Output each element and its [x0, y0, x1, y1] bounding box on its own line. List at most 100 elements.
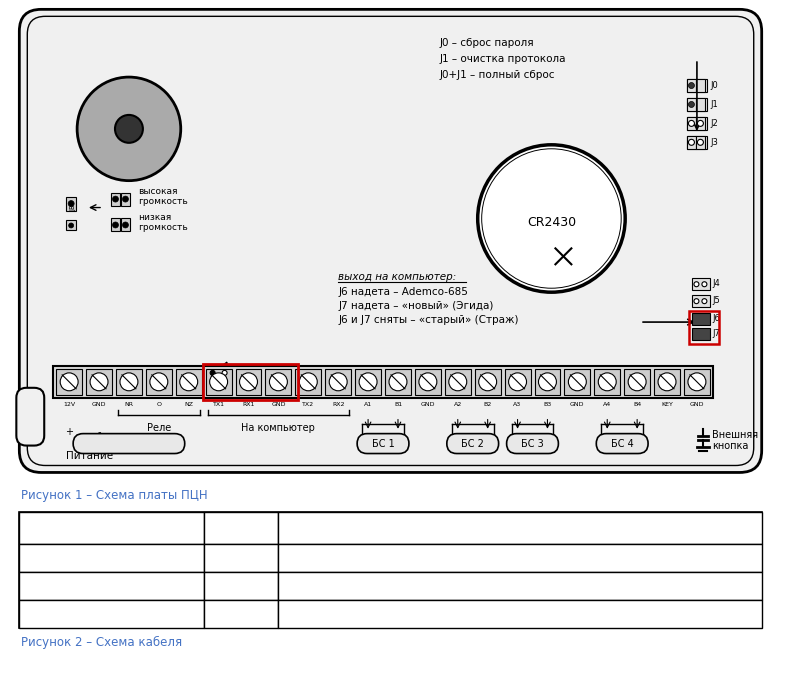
Bar — [204, 600, 279, 628]
Text: TX1: TX1 — [212, 402, 224, 407]
Bar — [696, 136, 705, 149]
Text: A2: A2 — [453, 402, 462, 407]
Circle shape — [115, 115, 143, 143]
Bar — [696, 79, 705, 92]
Text: Конт.3: Конт.3 — [498, 579, 542, 592]
Circle shape — [694, 282, 699, 287]
FancyBboxPatch shape — [357, 434, 409, 454]
Bar — [56, 369, 82, 395]
FancyBboxPatch shape — [447, 434, 499, 454]
Bar — [684, 369, 710, 395]
Circle shape — [508, 373, 527, 391]
Text: Разъем DB-9F (мама) на компьютер: Разъем DB-9F (мама) на компьютер — [391, 522, 649, 534]
Circle shape — [269, 373, 287, 391]
Bar — [687, 98, 707, 111]
Circle shape — [697, 120, 704, 126]
Circle shape — [598, 373, 616, 391]
Bar — [687, 136, 696, 149]
Text: B4: B4 — [633, 402, 641, 407]
Circle shape — [123, 196, 128, 202]
Circle shape — [658, 373, 676, 391]
Circle shape — [449, 373, 467, 391]
Bar — [20, 600, 204, 628]
Circle shape — [150, 373, 168, 391]
Circle shape — [329, 373, 347, 391]
Bar — [279, 600, 762, 628]
Bar — [203, 364, 298, 400]
Text: B2: B2 — [483, 402, 492, 407]
Circle shape — [299, 373, 317, 391]
Text: выход на компьютер:: выход на компьютер: — [338, 272, 456, 282]
Bar — [654, 369, 680, 395]
Text: GND: GND — [272, 402, 286, 407]
Circle shape — [113, 196, 119, 202]
Bar — [54, 366, 713, 398]
Bar — [687, 136, 707, 149]
Bar — [20, 572, 204, 600]
Bar — [279, 512, 762, 544]
Circle shape — [702, 299, 707, 304]
Text: Колодка ПЦН: Колодка ПЦН — [61, 522, 161, 534]
Text: На компьютер: На компьютер — [242, 423, 316, 432]
Circle shape — [688, 373, 706, 391]
Text: J7 надета – «новый» (Эгида): J7 надета – «новый» (Эгида) — [338, 301, 493, 311]
Text: B1: B1 — [394, 402, 402, 407]
Bar — [594, 369, 620, 395]
Bar — [696, 117, 705, 130]
Bar — [355, 369, 381, 395]
Circle shape — [179, 373, 198, 391]
Text: TX2: TX2 — [302, 402, 314, 407]
Text: J0: J0 — [710, 81, 718, 90]
FancyBboxPatch shape — [20, 10, 762, 473]
Bar — [687, 117, 707, 130]
Text: →: → — [234, 549, 248, 567]
Text: A1: A1 — [364, 402, 372, 407]
Bar — [279, 544, 762, 572]
Text: GND: GND — [689, 402, 704, 407]
Bar — [111, 218, 120, 231]
Text: NR: NR — [124, 402, 134, 407]
Text: J1 – очистка протокола: J1 – очистка протокола — [440, 54, 567, 64]
Circle shape — [628, 373, 646, 391]
Bar — [121, 218, 130, 231]
Bar — [385, 369, 411, 395]
Text: Конт.2: Конт.2 — [498, 551, 542, 564]
Circle shape — [689, 82, 694, 88]
Text: NZ: NZ — [184, 402, 194, 407]
Bar — [692, 295, 710, 307]
Text: GND: GND — [97, 607, 126, 620]
Bar — [121, 192, 130, 205]
Bar — [689, 311, 719, 344]
Text: GND: GND — [92, 402, 106, 407]
Text: J6 и J7 сняты – «старый» (Страж): J6 и J7 сняты – «старый» (Страж) — [338, 315, 519, 325]
Text: J0 – сброс пароля: J0 – сброс пароля — [440, 38, 534, 48]
Text: J4: J4 — [713, 279, 721, 288]
Bar — [687, 98, 696, 111]
Circle shape — [694, 299, 699, 304]
FancyBboxPatch shape — [507, 434, 559, 454]
Text: TX1 (TX2): TX1 (TX2) — [80, 551, 142, 564]
Bar — [66, 220, 76, 231]
Text: —: — — [233, 605, 249, 623]
Circle shape — [478, 145, 625, 292]
Text: GND: GND — [570, 402, 585, 407]
Text: ←: ← — [234, 577, 248, 595]
FancyBboxPatch shape — [73, 434, 185, 454]
Bar — [66, 197, 76, 211]
Bar — [696, 98, 705, 111]
Text: CR2430: CR2430 — [527, 216, 576, 229]
Bar — [534, 369, 560, 395]
Circle shape — [209, 373, 227, 391]
Text: RX2: RX2 — [332, 402, 345, 407]
Circle shape — [123, 222, 128, 228]
Circle shape — [689, 139, 694, 146]
Circle shape — [689, 120, 694, 126]
Text: -: - — [98, 426, 101, 437]
Text: J6: J6 — [713, 314, 721, 323]
Circle shape — [239, 373, 257, 391]
Bar — [325, 369, 351, 395]
Circle shape — [68, 223, 74, 228]
Text: J0+J1 – полный сброс: J0+J1 – полный сброс — [440, 70, 556, 80]
Text: GND: GND — [420, 402, 435, 407]
Bar — [279, 572, 762, 600]
